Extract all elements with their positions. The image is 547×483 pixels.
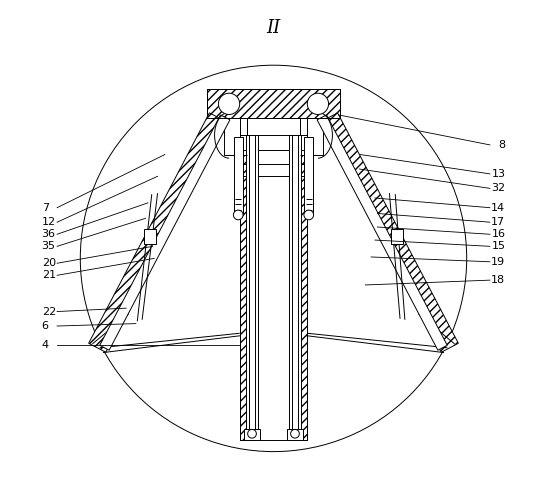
Text: 22: 22 (42, 307, 56, 316)
Text: 32: 32 (491, 184, 505, 193)
Text: II: II (266, 19, 281, 37)
Bar (289, 135, 300, 440)
Text: 15: 15 (491, 242, 505, 251)
Circle shape (234, 210, 243, 220)
Text: 19: 19 (491, 257, 505, 267)
Polygon shape (89, 113, 226, 352)
Bar (207, 89, 340, 118)
Bar (305, 137, 313, 215)
Text: 12: 12 (42, 217, 56, 227)
Text: 36: 36 (42, 229, 56, 239)
Polygon shape (100, 115, 230, 350)
Bar (240, 118, 307, 440)
Text: 16: 16 (491, 229, 505, 239)
Text: 7: 7 (42, 203, 49, 213)
Circle shape (80, 65, 467, 452)
Polygon shape (317, 115, 447, 350)
Circle shape (218, 93, 240, 114)
Polygon shape (300, 118, 307, 440)
Bar (234, 137, 242, 215)
Bar (287, 429, 304, 440)
Text: 17: 17 (491, 217, 505, 227)
Text: 4: 4 (42, 341, 49, 350)
Bar (247, 118, 300, 440)
Text: 8: 8 (498, 140, 505, 150)
Bar (144, 229, 156, 244)
Polygon shape (321, 113, 458, 352)
Text: 6: 6 (42, 321, 49, 331)
Text: 18: 18 (491, 275, 505, 285)
Text: 35: 35 (42, 242, 56, 251)
Text: 13: 13 (491, 169, 505, 179)
Bar (247, 135, 258, 440)
Polygon shape (207, 89, 340, 118)
Bar (300, 118, 323, 155)
Circle shape (307, 93, 329, 114)
Circle shape (248, 429, 257, 438)
Bar (243, 429, 260, 440)
Polygon shape (240, 118, 247, 440)
Bar (391, 229, 403, 244)
Text: 21: 21 (42, 270, 56, 280)
Circle shape (290, 429, 299, 438)
Bar (224, 118, 247, 155)
Text: 14: 14 (491, 203, 505, 213)
Text: 20: 20 (42, 258, 56, 268)
Circle shape (304, 210, 313, 220)
